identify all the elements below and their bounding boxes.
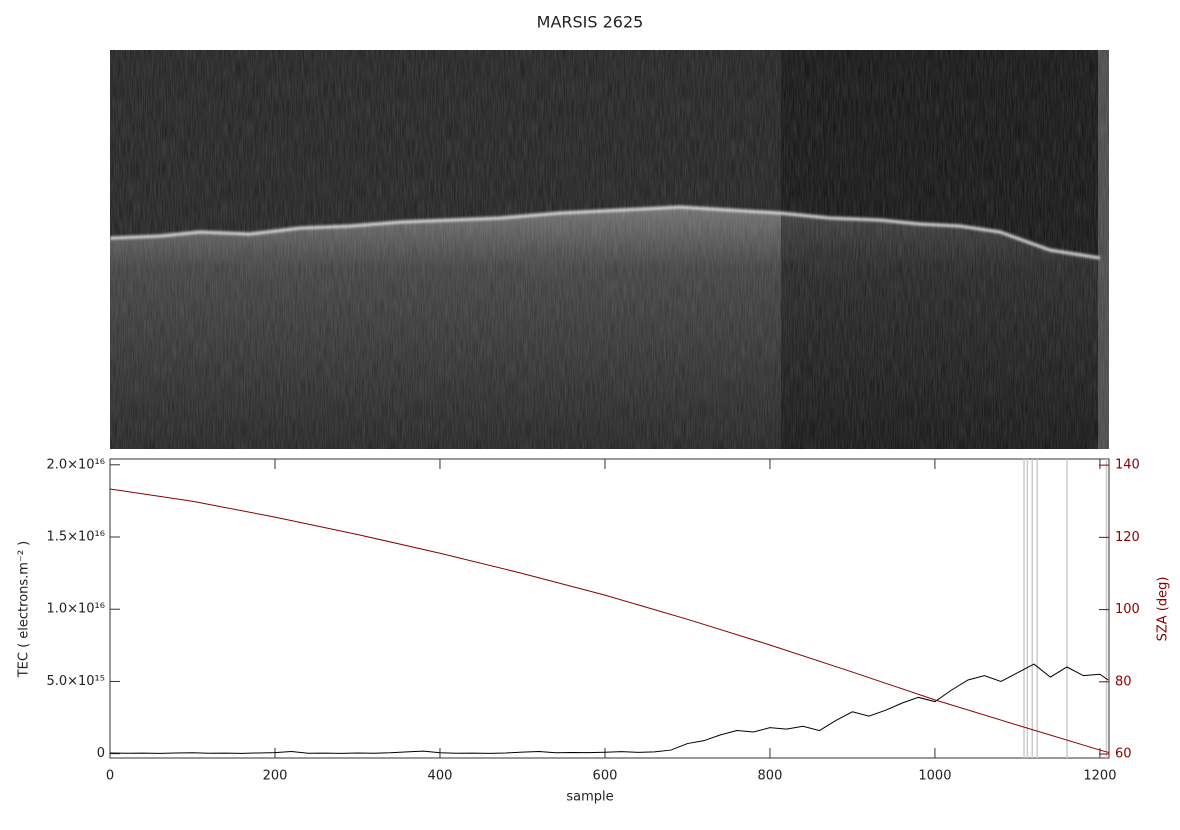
y2-tick-label: 140 — [1115, 458, 1140, 473]
x-axis-label: sample — [566, 790, 613, 805]
x-tick-label: 200 — [263, 769, 288, 784]
x-tick-label: 1000 — [918, 769, 951, 784]
y-axis-label: TEC ( electrons.m⁻² ) — [17, 541, 32, 679]
y2-tick-label: 60 — [1115, 747, 1132, 762]
x-tick-label: 0 — [106, 769, 114, 784]
plot-frame — [109, 458, 1110, 759]
x-tick-label: 800 — [758, 769, 783, 784]
y-tick-label: 1.5×10¹⁶ — [46, 530, 105, 545]
series-line — [109, 663, 1109, 754]
y2-tick-label: 100 — [1115, 602, 1140, 617]
x-tick-label: 1200 — [1083, 769, 1116, 784]
y2-tick-label: 80 — [1115, 674, 1132, 689]
y2-tick-label: 120 — [1115, 530, 1140, 545]
radargram — [109, 50, 1109, 449]
x-tick-label: 400 — [428, 769, 453, 784]
y-tick-label: 0 — [97, 746, 105, 761]
radargram-texture — [110, 50, 1109, 449]
x-tick-label: 600 — [593, 769, 618, 784]
series-line — [109, 488, 1110, 754]
y-tick-label: 5.0×10¹⁵ — [46, 674, 105, 689]
y2-axis-label: SZA (deg) — [1156, 577, 1171, 642]
y-tick-label: 1.0×10¹⁶ — [46, 602, 105, 617]
chart-title: MARSIS 2625 — [537, 13, 644, 32]
y-tick-label: 2.0×10¹⁶ — [46, 457, 105, 472]
